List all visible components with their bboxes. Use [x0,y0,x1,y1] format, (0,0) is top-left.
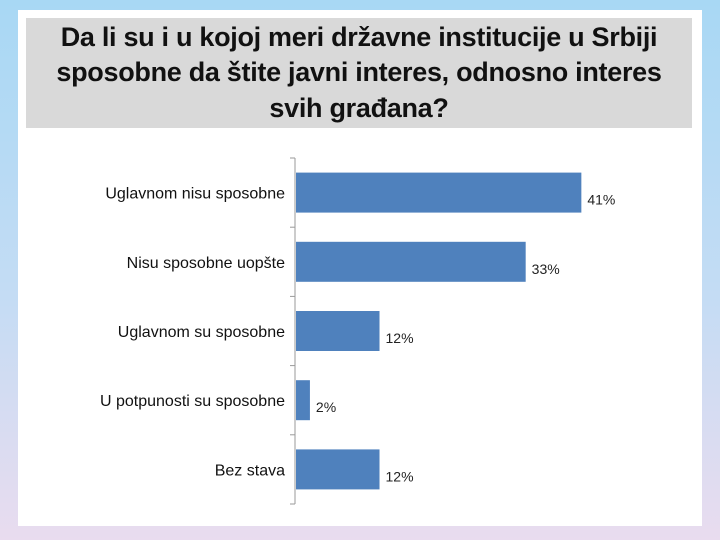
title-box: Da li su i u kojoj meri državne instituc… [26,18,692,128]
category-label: U potpunosti su sposobne [100,393,285,410]
data-label: 12% [386,330,414,346]
category-label: Bez stava [215,462,285,479]
category-label: Uglavnom su sposobne [118,324,285,341]
bar [296,172,582,213]
bar [296,380,310,421]
category-label: Nisu sposobne uopšte [127,255,285,272]
slide: Da li su i u kojoj meri državne instituc… [18,10,702,526]
bar [296,449,380,490]
bar [296,241,526,282]
bar [296,311,380,351]
data-label: 12% [386,468,414,484]
data-label: 33% [532,261,560,277]
data-label: 2% [316,399,336,415]
category-label: Uglavnom nisu sposobne [105,186,285,203]
bar-chart: Uglavnom nisu sposobne 41% Nisu sposobne u… [100,157,615,505]
data-label: 41% [587,192,615,208]
page-title: Da li su i u kojoj meri državne instituc… [56,22,662,123]
